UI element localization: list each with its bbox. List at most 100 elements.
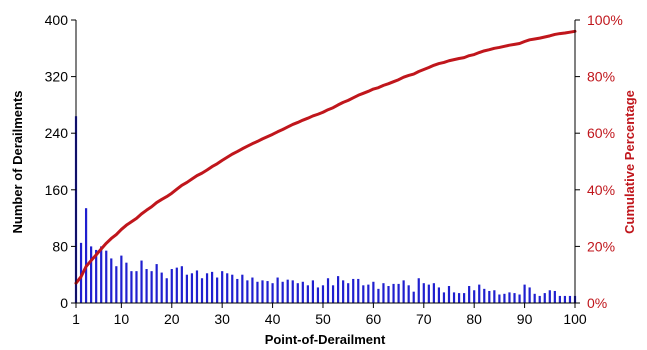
bar <box>387 286 390 303</box>
bar <box>407 285 410 303</box>
left-tick-label: 400 <box>45 12 69 28</box>
bar <box>301 281 304 303</box>
bar <box>231 274 234 303</box>
bar <box>125 262 128 303</box>
bar <box>483 288 486 303</box>
x-tick-label: 20 <box>164 311 180 327</box>
bar <box>397 283 400 303</box>
bar <box>195 270 199 303</box>
bar <box>553 290 556 303</box>
bar <box>457 293 461 303</box>
bar <box>563 295 567 303</box>
bar <box>311 280 314 303</box>
bar <box>528 287 531 303</box>
bar <box>210 271 214 303</box>
bar <box>306 285 309 303</box>
bar <box>84 208 88 303</box>
bar <box>412 291 415 303</box>
bar <box>200 278 204 303</box>
bar <box>316 287 320 303</box>
bar <box>326 278 330 303</box>
bar <box>120 255 123 303</box>
x-tick-label: 100 <box>563 311 587 327</box>
bar <box>160 272 163 303</box>
bar <box>95 249 98 303</box>
bar <box>372 281 375 303</box>
bar <box>271 283 274 303</box>
bar <box>276 277 279 303</box>
bar <box>256 281 259 303</box>
bar <box>216 277 219 303</box>
left-axis-ticks: 0 80 160 240 320 400 <box>45 12 76 311</box>
x-tick-label: 10 <box>114 311 130 327</box>
bar <box>110 258 113 303</box>
bar <box>447 286 451 303</box>
bar <box>478 284 481 303</box>
bar <box>533 293 536 303</box>
bar <box>392 283 395 303</box>
bar <box>140 260 143 303</box>
bar <box>251 277 254 303</box>
bar <box>337 276 340 303</box>
bar <box>432 283 435 303</box>
bar <box>488 290 491 303</box>
left-tick-label: 0 <box>60 295 68 311</box>
bar <box>508 292 511 303</box>
x-tick-label: 50 <box>315 311 331 327</box>
right-tick-label: 20% <box>587 238 615 254</box>
bar <box>422 283 425 303</box>
bar <box>175 267 178 304</box>
right-tick-label: 40% <box>587 182 615 198</box>
right-tick-label: 0% <box>587 295 607 311</box>
left-axis-label: Number of Derailments <box>10 90 25 233</box>
right-tick-label: 80% <box>587 69 615 85</box>
bar <box>266 281 269 303</box>
bar <box>236 278 239 303</box>
bar <box>437 287 441 303</box>
bar <box>538 295 541 303</box>
bar <box>473 290 476 303</box>
bar <box>105 250 108 303</box>
bar <box>261 280 264 303</box>
bar <box>357 278 360 303</box>
x-axis-label: Point-of-Derailment <box>265 332 386 347</box>
bar <box>347 283 350 303</box>
bar <box>452 292 456 303</box>
bar <box>523 284 526 303</box>
bar <box>246 280 249 303</box>
bar <box>321 285 325 303</box>
bar <box>548 290 551 303</box>
bar <box>417 278 420 303</box>
bar <box>281 281 284 303</box>
bar <box>185 274 188 303</box>
bar <box>331 285 335 303</box>
bar <box>150 271 153 303</box>
x-tick-label: 40 <box>265 311 281 327</box>
bar <box>427 284 430 303</box>
bar <box>362 285 365 303</box>
bar <box>115 266 118 303</box>
bar <box>291 280 294 303</box>
x-tick-label: 60 <box>366 311 382 327</box>
bar <box>221 271 224 303</box>
bar <box>382 283 385 303</box>
bar <box>90 246 93 303</box>
bar <box>145 269 148 303</box>
x-tick-label: 1 <box>72 311 80 327</box>
bar <box>543 293 546 303</box>
left-tick-label: 80 <box>52 238 68 254</box>
bar <box>367 284 370 303</box>
x-tick-label: 80 <box>466 311 482 327</box>
bar <box>463 293 466 303</box>
x-tick-label: 90 <box>517 311 533 327</box>
bar <box>493 290 496 303</box>
left-tick-label: 160 <box>45 182 69 198</box>
x-axis-ticks: 1 10 20 30 40 50 60 70 80 90 100 <box>72 303 587 327</box>
bar <box>342 280 345 303</box>
right-axis-label: Cumulative Percentage <box>622 90 637 234</box>
x-tick-label: 70 <box>416 311 432 327</box>
right-tick-label: 60% <box>587 125 615 141</box>
bar <box>205 273 209 303</box>
bar <box>190 273 194 303</box>
bar <box>170 269 173 303</box>
